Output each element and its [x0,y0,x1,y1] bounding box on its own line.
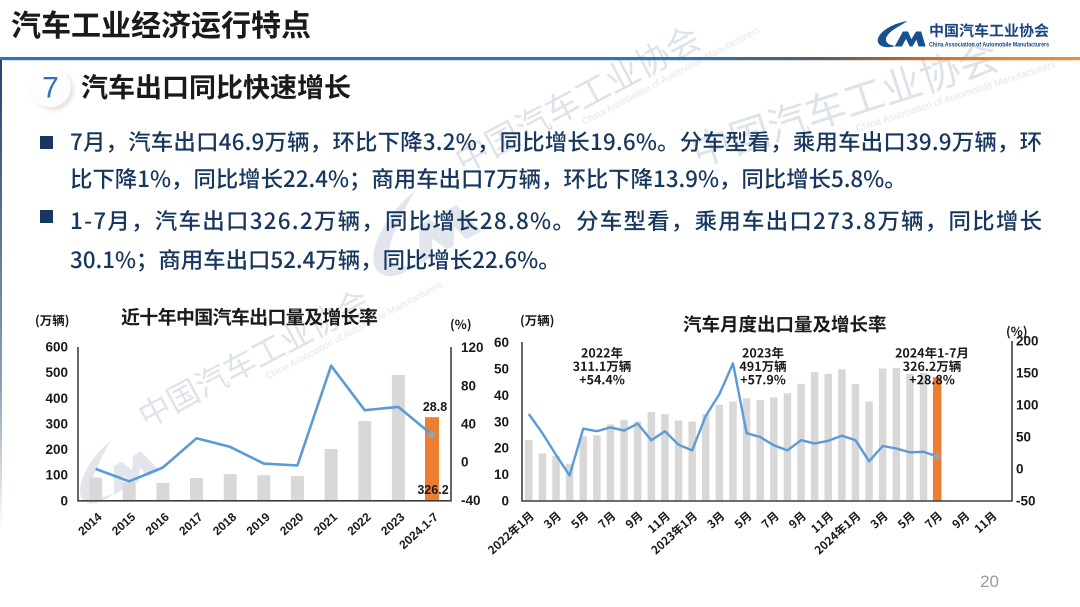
svg-text:80: 80 [461,378,476,393]
svg-text:0: 0 [461,455,469,470]
svg-text:20: 20 [494,441,509,456]
svg-text:2019: 2019 [244,510,273,538]
svg-text:2017: 2017 [176,510,205,538]
svg-text:0: 0 [1016,462,1024,477]
svg-text:0: 0 [501,494,509,509]
svg-text:2021: 2021 [311,510,340,538]
svg-text:0: 0 [60,493,68,508]
svg-text:200: 200 [1016,334,1039,349]
svg-text:7: 7 [42,72,59,105]
svg-text:2015: 2015 [109,510,138,538]
svg-text:2018: 2018 [210,510,239,538]
svg-text:120: 120 [461,340,484,355]
svg-text:30: 30 [494,414,509,429]
svg-text:326.2: 326.2 [417,483,448,497]
svg-text:-50: -50 [1016,494,1036,509]
svg-text:28.8: 28.8 [423,400,447,414]
svg-text:-40: -40 [461,493,481,508]
svg-text:2014: 2014 [75,510,104,538]
svg-text:100: 100 [45,468,68,483]
svg-text:40: 40 [461,417,476,432]
svg-text:2020: 2020 [277,510,306,538]
svg-text:2022: 2022 [344,510,373,538]
svg-text:200: 200 [45,442,68,457]
svg-text:2016: 2016 [143,510,172,538]
svg-text:100: 100 [1016,398,1039,413]
svg-text:500: 500 [45,365,68,380]
svg-text:China Association of Automobil: China Association of Automobile Manufact… [929,42,1049,49]
svg-text:China Association of Automobil: China Association of Automobile Manufact… [264,279,445,382]
svg-text:2023: 2023 [378,510,407,538]
svg-text:300: 300 [45,416,68,431]
svg-text:10: 10 [494,467,509,482]
svg-text:40: 40 [494,388,509,403]
svg-text:20: 20 [980,572,999,591]
svg-text:50: 50 [494,362,509,377]
svg-text:60: 60 [494,335,509,350]
svg-text:600: 600 [45,340,68,355]
svg-text:50: 50 [1016,430,1031,445]
svg-text:400: 400 [45,391,68,406]
svg-text:150: 150 [1016,366,1039,381]
